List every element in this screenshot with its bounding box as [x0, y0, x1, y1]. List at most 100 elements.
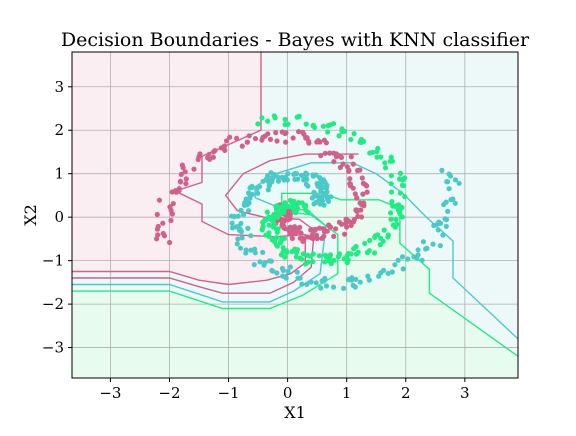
data-point-class-3 — [274, 235, 280, 241]
data-point-class-3 — [366, 248, 372, 254]
data-point-class-3 — [284, 250, 290, 256]
data-point-class-3 — [393, 216, 399, 223]
scatter-points — [154, 113, 462, 291]
data-point-class-3 — [282, 122, 288, 128]
data-point-class-1 — [182, 169, 188, 175]
data-point-class-3 — [316, 253, 322, 259]
region-class-1 — [72, 52, 306, 285]
data-point-class-1 — [344, 164, 350, 170]
data-point-class-2 — [452, 200, 458, 206]
data-point-class-1 — [222, 147, 228, 153]
data-point-class-3 — [325, 123, 331, 129]
data-point-class-1 — [357, 167, 363, 173]
data-point-class-2 — [254, 185, 260, 192]
data-point-class-2 — [302, 172, 308, 178]
data-point-class-2 — [443, 199, 449, 205]
data-point-class-3 — [353, 243, 359, 250]
data-point-class-1 — [244, 139, 250, 145]
data-point-class-1 — [314, 235, 320, 242]
data-point-class-3 — [402, 194, 408, 200]
data-point-class-2 — [318, 180, 324, 186]
data-point-class-3 — [367, 237, 373, 244]
data-point-class-2 — [313, 280, 319, 286]
data-point-class-3 — [396, 202, 402, 208]
data-point-class-2 — [445, 208, 451, 214]
decision-regions — [72, 52, 518, 378]
data-point-class-1 — [344, 224, 350, 230]
data-point-class-2 — [260, 249, 266, 255]
data-point-class-1 — [360, 180, 366, 186]
x-axis-title: X1 — [284, 403, 306, 422]
data-point-class-1 — [312, 226, 318, 232]
data-point-class-3 — [303, 207, 309, 213]
data-point-class-1 — [183, 181, 189, 187]
data-point-class-2 — [257, 259, 263, 265]
data-point-class-1 — [339, 221, 345, 227]
data-point-class-3 — [293, 250, 300, 256]
data-point-class-1 — [360, 191, 366, 197]
x-tick-label: 1 — [342, 384, 352, 402]
data-point-class-2 — [294, 269, 300, 275]
data-point-class-2 — [255, 190, 261, 196]
data-point-class-2 — [241, 202, 247, 208]
data-point-class-3 — [280, 245, 286, 251]
data-point-class-3 — [291, 209, 297, 215]
data-point-class-1 — [298, 230, 304, 236]
data-point-class-3 — [388, 173, 394, 179]
data-point-class-2 — [366, 277, 372, 283]
data-point-class-2 — [292, 170, 298, 177]
y-tick-label: 0 — [54, 208, 64, 226]
data-point-class-3 — [348, 251, 354, 257]
data-point-class-1 — [262, 133, 268, 139]
x-tick-label: 3 — [460, 384, 470, 402]
data-point-class-2 — [400, 266, 406, 272]
data-point-class-2 — [420, 239, 426, 245]
data-point-class-1 — [348, 154, 354, 160]
data-point-class-1 — [364, 189, 370, 195]
region-class-3 — [72, 193, 518, 378]
data-point-class-3 — [263, 232, 269, 238]
data-point-class-3 — [304, 252, 311, 258]
data-point-class-1 — [333, 151, 339, 157]
data-point-class-2 — [267, 178, 273, 184]
data-point-class-1 — [224, 138, 230, 144]
data-point-class-1 — [252, 136, 259, 142]
data-point-class-1 — [289, 235, 295, 241]
y-tick-label: 1 — [54, 165, 64, 183]
data-point-class-3 — [362, 240, 368, 247]
data-point-class-2 — [346, 276, 352, 282]
data-point-class-2 — [318, 285, 324, 291]
data-point-class-1 — [327, 150, 333, 156]
data-point-class-2 — [321, 278, 327, 284]
data-point-class-2 — [238, 229, 244, 235]
data-point-class-3 — [388, 189, 395, 195]
data-point-class-2 — [261, 262, 267, 268]
data-point-class-1 — [296, 129, 302, 135]
data-point-class-3 — [300, 251, 307, 257]
data-point-class-1 — [342, 231, 348, 237]
data-point-class-1 — [168, 217, 174, 224]
data-point-class-3 — [353, 251, 359, 257]
data-point-class-2 — [243, 247, 249, 253]
data-point-class-3 — [374, 149, 380, 155]
data-point-class-3 — [382, 160, 388, 166]
data-point-class-1 — [281, 223, 287, 229]
data-point-class-1 — [283, 130, 289, 136]
data-point-class-3 — [270, 224, 276, 230]
data-point-class-2 — [308, 279, 314, 285]
data-point-class-2 — [353, 276, 359, 282]
data-point-class-3 — [339, 128, 345, 135]
data-point-class-2 — [350, 282, 356, 288]
data-point-class-2 — [312, 193, 318, 199]
data-point-class-1 — [354, 207, 360, 213]
data-point-class-3 — [357, 139, 363, 145]
data-point-class-2 — [381, 267, 387, 273]
data-point-class-2 — [241, 212, 247, 218]
data-point-class-2 — [313, 172, 319, 178]
data-point-class-3 — [378, 154, 384, 160]
data-point-class-2 — [424, 245, 430, 251]
data-point-class-1 — [170, 201, 176, 207]
data-point-class-2 — [415, 247, 421, 253]
data-point-class-1 — [284, 216, 290, 222]
data-point-class-3 — [389, 199, 395, 205]
